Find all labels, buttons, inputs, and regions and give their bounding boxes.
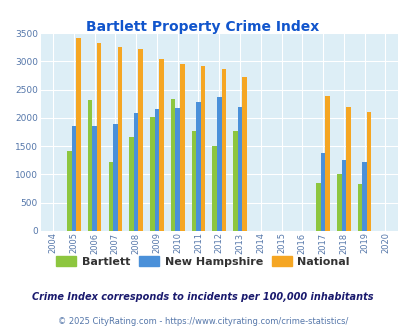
Bar: [87, 100, 92, 231]
Bar: [159, 59, 163, 231]
Bar: [113, 123, 117, 231]
Bar: [71, 126, 76, 231]
Bar: [92, 126, 97, 231]
Legend: Bartlett, New Hampshire, National: Bartlett, New Hampshire, National: [53, 252, 352, 270]
Bar: [212, 146, 216, 231]
Bar: [138, 50, 143, 231]
Bar: [175, 108, 179, 231]
Bar: [67, 151, 71, 231]
Bar: [117, 47, 122, 231]
Bar: [362, 162, 366, 231]
Bar: [191, 131, 196, 231]
Bar: [341, 160, 345, 231]
Bar: [196, 102, 200, 231]
Bar: [242, 77, 246, 231]
Bar: [179, 64, 184, 231]
Bar: [150, 117, 154, 231]
Bar: [315, 183, 320, 231]
Bar: [216, 97, 221, 231]
Bar: [221, 69, 226, 231]
Bar: [345, 107, 350, 231]
Bar: [129, 137, 134, 231]
Bar: [76, 38, 81, 231]
Bar: [108, 162, 113, 231]
Bar: [154, 109, 159, 231]
Bar: [134, 113, 138, 231]
Bar: [357, 184, 362, 231]
Bar: [237, 107, 242, 231]
Bar: [366, 112, 371, 231]
Text: © 2025 CityRating.com - https://www.cityrating.com/crime-statistics/: © 2025 CityRating.com - https://www.city…: [58, 317, 347, 326]
Bar: [97, 43, 101, 231]
Bar: [200, 66, 205, 231]
Bar: [324, 96, 329, 231]
Text: Crime Index corresponds to incidents per 100,000 inhabitants: Crime Index corresponds to incidents per…: [32, 292, 373, 302]
Bar: [232, 131, 237, 231]
Bar: [336, 174, 341, 231]
Bar: [320, 153, 324, 231]
Bar: [171, 99, 175, 231]
Text: Bartlett Property Crime Index: Bartlett Property Crime Index: [86, 20, 319, 34]
